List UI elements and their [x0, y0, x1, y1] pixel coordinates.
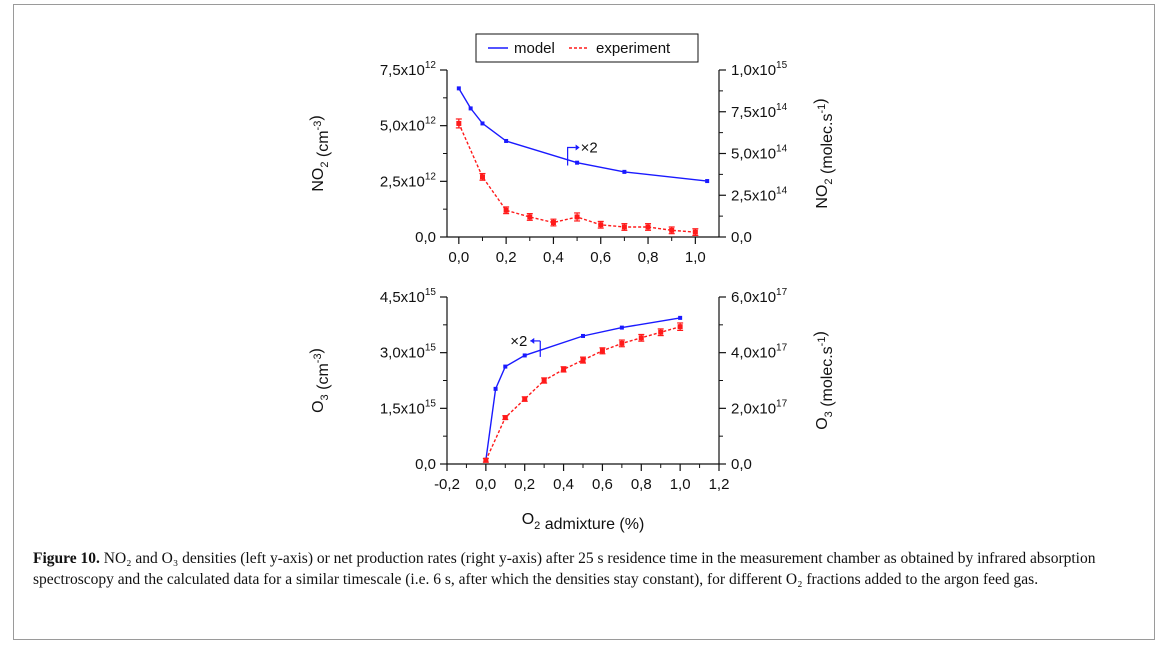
experiment-point	[692, 229, 698, 235]
y-left-tick-label: 4,5x1015	[380, 287, 437, 306]
experiment-point	[522, 396, 528, 402]
x-tick-label: 0,4	[543, 249, 564, 266]
x-tick-label: 0,6	[592, 476, 613, 493]
experiment-point	[574, 214, 580, 220]
experiment-point	[599, 348, 605, 354]
model-point	[493, 386, 498, 391]
x-tick-label: 0,8	[638, 249, 659, 266]
x-tick-label: 1,0	[685, 249, 706, 266]
experiment-point	[669, 227, 675, 233]
annotation-bracket	[567, 146, 576, 166]
experiment-point	[598, 222, 604, 228]
y-right-tick-label: 7,5x1014	[731, 102, 788, 121]
model-series-line	[458, 88, 708, 182]
x-tick-label: 1,2	[709, 476, 730, 493]
annotation-arrowhead	[575, 144, 580, 151]
x-tick-label: 0,0	[475, 476, 496, 493]
y-left-axis-label: NO2 (cm-3)	[308, 115, 332, 191]
o3-panel: -0,2 0,0 0,2 0,4 0,6 0,8 1,0 1,20,01,5x10153,0x…	[308, 287, 836, 533]
y-left-tick-label: 1,5x1015	[380, 398, 437, 417]
y-right-tick-label: 1,0x1015	[731, 60, 788, 79]
no2-panel: 0,0 0,2 0,4 0,6 0,8 1,0 0,0 2,5x1012 5,0x1012 7,5…	[308, 60, 836, 266]
model-point	[504, 138, 509, 143]
model-point	[522, 353, 527, 358]
experiment-point	[550, 220, 556, 226]
experiment-point	[619, 340, 625, 346]
x-tick-label: 1,0	[670, 476, 691, 493]
y-left-tick-label: 0,0	[415, 456, 436, 473]
experiment-point	[580, 357, 586, 363]
x-tick-label: 0,4	[553, 476, 574, 493]
experiment-point	[541, 378, 547, 383]
model-point	[678, 315, 683, 320]
model-point	[622, 169, 627, 174]
figure-frame	[13, 4, 1155, 640]
legend-box	[475, 33, 699, 63]
experiment-point	[561, 366, 567, 372]
experiment-point	[503, 207, 509, 213]
x-tick-label: -0,2	[434, 476, 460, 493]
y-right-axis-label: NO2 (molec.s-1)	[812, 98, 836, 208]
experiment-point	[645, 224, 651, 230]
experiment-point	[621, 224, 627, 230]
experiment-point	[527, 214, 533, 220]
y-left-axis-label: O3 (cm-3)	[308, 348, 332, 413]
y-right-tick-label: 6,0x1017	[731, 287, 788, 306]
x-tick-label: 0,6	[590, 249, 611, 266]
caption-label: Figure 10.	[33, 550, 100, 567]
figure-chart: model experiment 0,0 0,2 0,4 0,6 0,8 1,0 0,0 2,…	[308, 33, 836, 533]
model-point	[575, 160, 580, 165]
legend-experiment-label: experiment	[596, 40, 671, 57]
x-tick-label: 0,2	[514, 476, 535, 493]
annotation-label: ×2	[581, 140, 598, 157]
legend-model-label: model	[514, 40, 555, 57]
y-right-tick-label: 0,0	[731, 456, 752, 473]
y-right-tick-label: 2,0x1017	[731, 398, 788, 417]
y-left-tick-label: 0,0	[415, 229, 436, 246]
model-point	[456, 86, 461, 91]
experiment-point	[658, 329, 664, 335]
annotation-arrowhead	[530, 337, 535, 344]
y-right-tick-label: 0,0	[731, 229, 752, 246]
model-point	[619, 325, 624, 330]
y-right-tick-label: 4,0x1017	[731, 343, 788, 362]
x-axis-label: O2 admixture (%)	[522, 511, 645, 533]
experiment-point	[677, 324, 683, 330]
caption-text: NO₂ and O₃ densities (left y-axis) or ne…	[33, 550, 1096, 588]
legend: model experiment	[475, 33, 699, 63]
model-point	[705, 179, 710, 184]
experiment-point	[483, 457, 489, 463]
y-right-axis-label: O3 (molec.s-1)	[812, 331, 836, 430]
figure-caption: Figure 10. NO₂ and O₃ densities (left y-…	[33, 548, 1133, 590]
y-left-tick-label: 3,0x1015	[380, 343, 437, 362]
x-tick-label: 0,8	[631, 476, 652, 493]
y-left-tick-label: 5,0x1012	[380, 116, 437, 135]
experiment-point	[502, 415, 508, 421]
model-point	[468, 106, 473, 111]
model-point	[581, 333, 585, 338]
y-left-tick-label: 7,5x1012	[380, 60, 437, 79]
annotation-label: ×2	[510, 333, 527, 350]
experiment-point	[456, 120, 462, 126]
y-right-tick-label: 2,5x1014	[731, 185, 788, 204]
model-point	[503, 364, 508, 369]
x-tick-label: 0,2	[496, 249, 517, 266]
model-point	[480, 121, 485, 126]
y-right-tick-label: 5,0x1014	[731, 144, 788, 163]
experiment-point	[479, 174, 485, 180]
x-tick-label: 0,0	[448, 249, 469, 266]
experiment-point	[638, 335, 644, 341]
y-left-tick-label: 2,5x1012	[380, 171, 437, 190]
